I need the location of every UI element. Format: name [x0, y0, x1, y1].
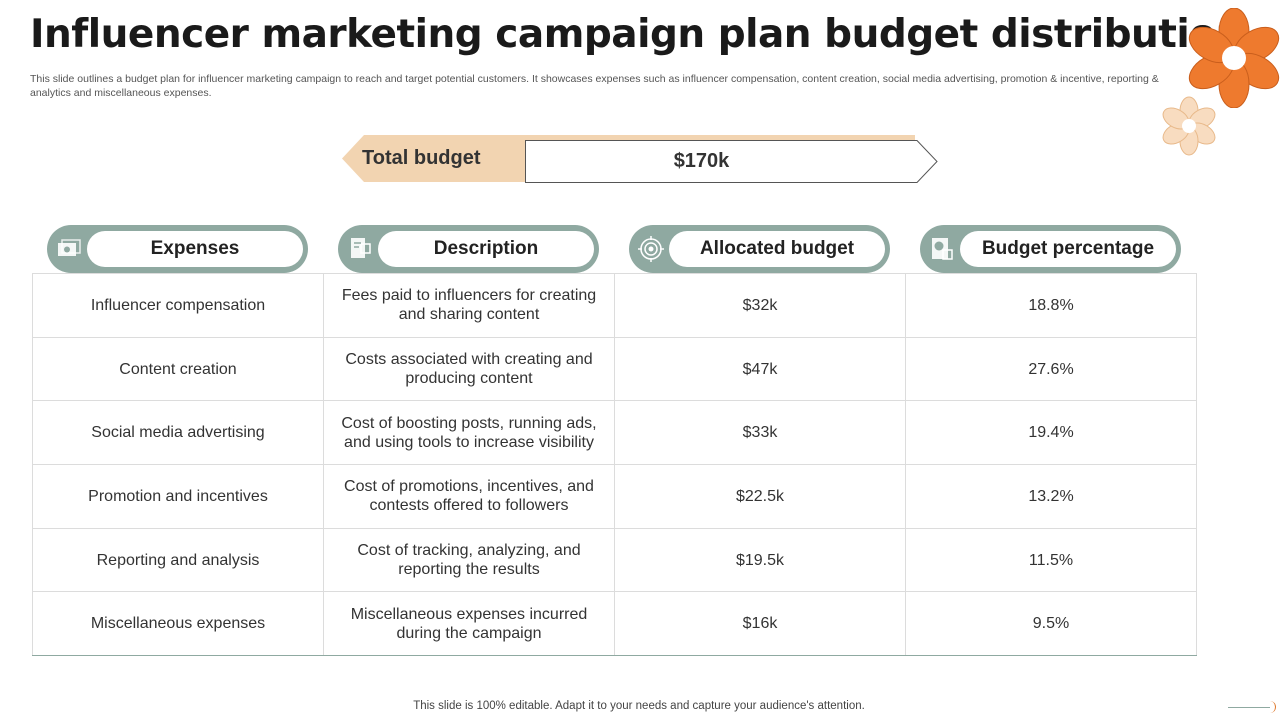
description-cell: Cost of promotions, incentives, and cont… — [323, 464, 615, 529]
header-allocated-budget: Allocated budget — [629, 225, 890, 273]
description-cell: Cost of tracking, analyzing, and reporti… — [323, 527, 615, 593]
page-title: Influencer marketing campaign plan budge… — [30, 12, 1243, 57]
flower-decoration-icon — [1188, 8, 1280, 108]
description-cell: Costs associated with creating and produ… — [323, 336, 615, 402]
allocated-cell: $33k — [614, 400, 906, 466]
header-description-label: Description — [378, 231, 594, 267]
footer-note: This slide is 100% editable. Adapt it to… — [413, 700, 865, 712]
budget-table: Influencer compensation Fees paid to inf… — [32, 273, 1197, 657]
table-row: Reporting and analysis Cost of tracking,… — [32, 527, 1197, 593]
table-row: Influencer compensation Fees paid to inf… — [32, 273, 1197, 338]
corner-arc-decoration — [1266, 701, 1276, 713]
table-row: Promotion and incentives Cost of promoti… — [32, 464, 1197, 529]
allocated-cell: $22.5k — [614, 464, 906, 529]
table-row: Miscellaneous expenses Miscellaneous exp… — [32, 591, 1197, 657]
table-row: Social media advertising Cost of boostin… — [32, 400, 1197, 466]
total-budget-label: Total budget — [362, 147, 481, 169]
description-cell: Miscellaneous expenses incurred during t… — [323, 591, 615, 657]
total-budget-tag — [342, 135, 537, 182]
total-budget-box — [525, 140, 938, 183]
header-allocated-budget-label: Allocated budget — [669, 231, 885, 267]
money-icon — [58, 239, 81, 256]
expense-cell: Influencer compensation — [32, 273, 324, 338]
expense-cell: Reporting and analysis — [32, 527, 324, 593]
expense-cell: Promotion and incentives — [32, 464, 324, 529]
table-row: Content creation Costs associated with c… — [32, 336, 1197, 402]
description-cell: Fees paid to influencers for creating an… — [323, 273, 615, 338]
expense-cell: Content creation — [32, 336, 324, 402]
total-budget-value: $170k — [673, 150, 730, 172]
expense-cell: Social media advertising — [32, 400, 324, 466]
target-icon — [638, 236, 664, 262]
header-expenses: Expenses — [47, 225, 308, 273]
allocated-cell: $32k — [614, 273, 906, 338]
percentage-cell: 27.6% — [905, 336, 1197, 402]
percentage-cell: 13.2% — [905, 464, 1197, 529]
total-budget-strip — [520, 135, 915, 140]
percentage-cell: 19.4% — [905, 400, 1197, 466]
flower-small-decoration-icon — [1162, 96, 1216, 156]
header-budget-percentage-label: Budget percentage — [960, 231, 1176, 267]
percentage-cell: 9.5% — [905, 591, 1197, 657]
header-budget-percentage: Budget percentage — [920, 225, 1181, 273]
header-expenses-label: Expenses — [87, 231, 303, 267]
allocated-cell: $16k — [614, 591, 906, 657]
description-cell: Cost of boosting posts, running ads, and… — [323, 400, 615, 466]
allocated-cell: $19.5k — [614, 527, 906, 593]
document-icon — [351, 238, 371, 258]
chart-icon — [932, 238, 953, 260]
corner-line-decoration — [1228, 707, 1270, 708]
page-subtitle: This slide outlines a budget plan for in… — [30, 73, 1159, 99]
expense-cell: Miscellaneous expenses — [32, 591, 324, 657]
allocated-cell: $47k — [614, 336, 906, 402]
header-description: Description — [338, 225, 599, 273]
percentage-cell: 18.8% — [905, 273, 1197, 338]
percentage-cell: 11.5% — [905, 527, 1197, 593]
